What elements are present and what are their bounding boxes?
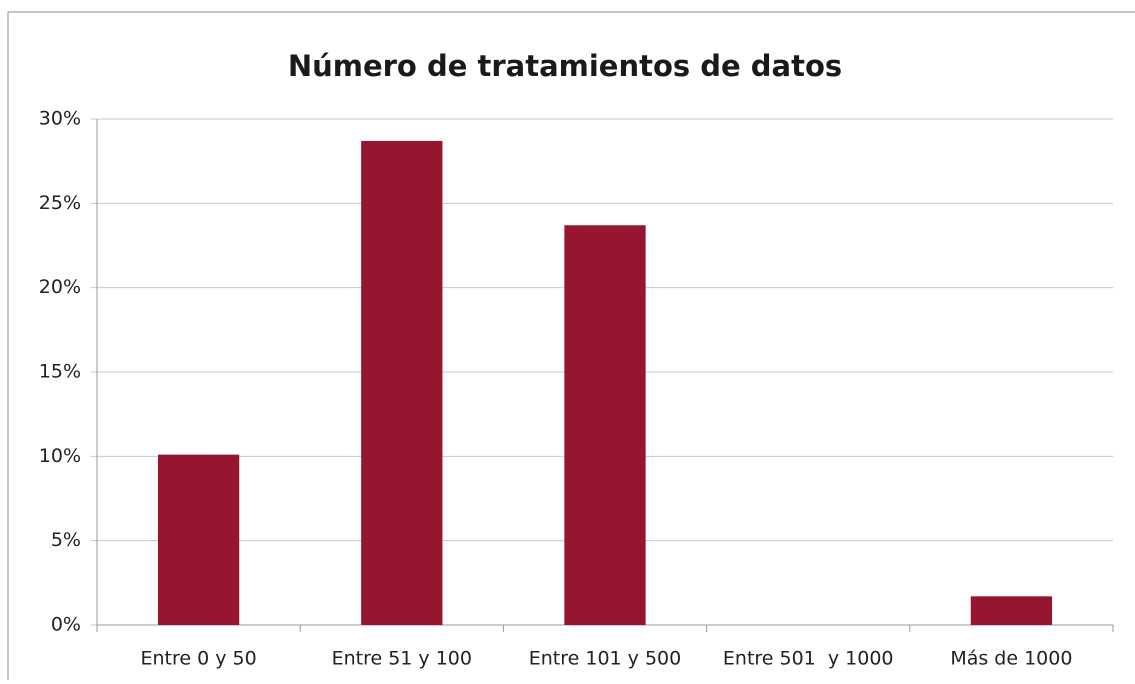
- bar: [564, 225, 646, 625]
- x-tick-label: Entre 0 y 50: [140, 648, 256, 670]
- x-tick-label: Más de 1000: [950, 648, 1072, 670]
- bar: [970, 596, 1053, 625]
- bar: [361, 140, 443, 625]
- x-tick-label: Entre 101 y 500: [529, 648, 681, 670]
- y-tick-label: 15%: [39, 361, 81, 383]
- y-tick-label: 10%: [39, 445, 81, 467]
- x-tick-label: Entre 501 y 1000: [723, 648, 894, 670]
- chart-title: Número de tratamientos de datos: [288, 49, 842, 83]
- bar: [157, 454, 240, 625]
- y-tick-label: 25%: [39, 192, 81, 214]
- chart-border: [7, 11, 1135, 684]
- y-tick-label: 30%: [39, 108, 81, 130]
- y-tick-label: 0%: [51, 614, 81, 636]
- y-tick-label: 20%: [39, 276, 81, 298]
- y-tick-label: 5%: [51, 529, 81, 551]
- x-tick-label: Entre 51 y 100: [332, 648, 472, 670]
